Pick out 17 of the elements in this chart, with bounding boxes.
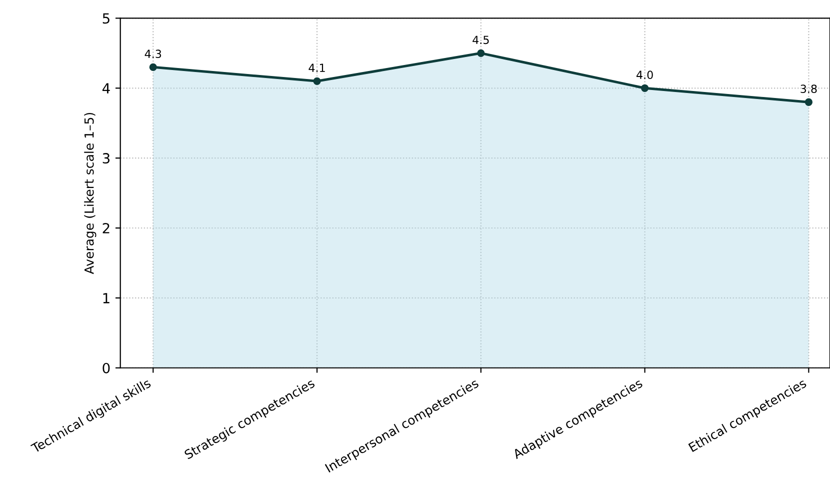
y-tick-label: 3 <box>102 153 110 164</box>
y-tick-label: 4 <box>102 83 110 94</box>
data-label: 4.3 <box>144 50 162 58</box>
data-label: 4.1 <box>308 64 325 72</box>
y-tick-label: 2 <box>102 222 110 234</box>
y-tick-label: 5 <box>102 13 110 24</box>
point <box>477 49 485 57</box>
point <box>313 77 321 85</box>
point <box>149 63 157 71</box>
data-label: 4.5 <box>472 36 489 44</box>
data-label: 3.8 <box>800 84 817 94</box>
y-axis-title: Average (Likert scale 1–5) <box>84 112 96 274</box>
point <box>804 98 813 106</box>
y-tick-label: 0 <box>102 362 110 374</box>
point <box>640 84 649 92</box>
y-tick-label: 1 <box>103 293 110 304</box>
data-label: 4.0 <box>636 70 653 80</box>
